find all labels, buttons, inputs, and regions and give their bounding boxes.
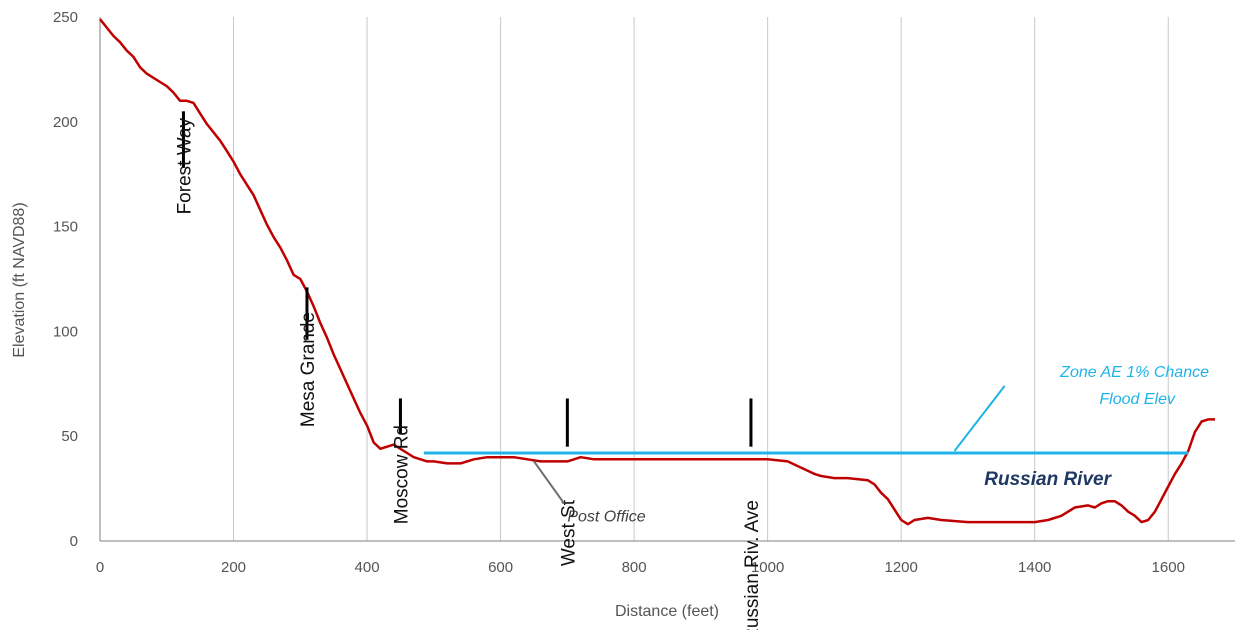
y-tick-label: 250 <box>53 9 78 26</box>
west-st-label: West St <box>558 499 579 566</box>
mesa-grande-label: Mesa Grande <box>298 312 319 427</box>
ground-profile-line <box>99 18 1215 526</box>
x-tick-label: 0 <box>96 559 104 576</box>
axes: 0 200 400 600 800 1000 1200 1400 1600 0 50 100 150 20… <box>53 9 1235 576</box>
x-tick-label: 1200 <box>884 559 917 576</box>
forest-way-label: Forest Way <box>174 118 195 215</box>
post-office-label: Post Office <box>567 509 645 526</box>
post-office-leader <box>533 460 565 504</box>
x-tick-label: 1600 <box>1152 559 1185 576</box>
flood-zone-label-line2: Flood Elev <box>1099 391 1176 408</box>
y-tick-label: 150 <box>53 219 78 236</box>
y-tick-label: 200 <box>53 114 78 131</box>
y-tick-label: 50 <box>61 428 78 445</box>
series-lines <box>99 18 1215 526</box>
y-tick-label: 0 <box>70 533 78 550</box>
x-tick-label: 1000 <box>751 559 784 576</box>
russian-riv-ave-label: Russian Riv. Ave <box>742 500 763 630</box>
y-axis-title: Elevation (ft NAVD88) <box>11 202 28 357</box>
annotations: Forest Way Mesa Grande Moscow Rd West St Rus… <box>174 111 1209 630</box>
russian-river-label: Russian River <box>984 469 1112 490</box>
x-tick-label: 200 <box>221 559 246 576</box>
x-tick-label: 1400 <box>1018 559 1051 576</box>
x-tick-label: 400 <box>355 559 380 576</box>
y-tick-label: 100 <box>53 323 78 340</box>
flood-zone-label-line1: Zone AE 1% Chance <box>1059 364 1209 381</box>
moscow-rd-label: Moscow Rd <box>391 425 412 524</box>
flood-zone-leader <box>953 385 1006 452</box>
x-tick-label: 600 <box>488 559 513 576</box>
x-tick-label: 800 <box>622 559 647 576</box>
gridlines <box>233 17 1169 541</box>
x-axis-title: Distance (feet) <box>615 603 719 620</box>
